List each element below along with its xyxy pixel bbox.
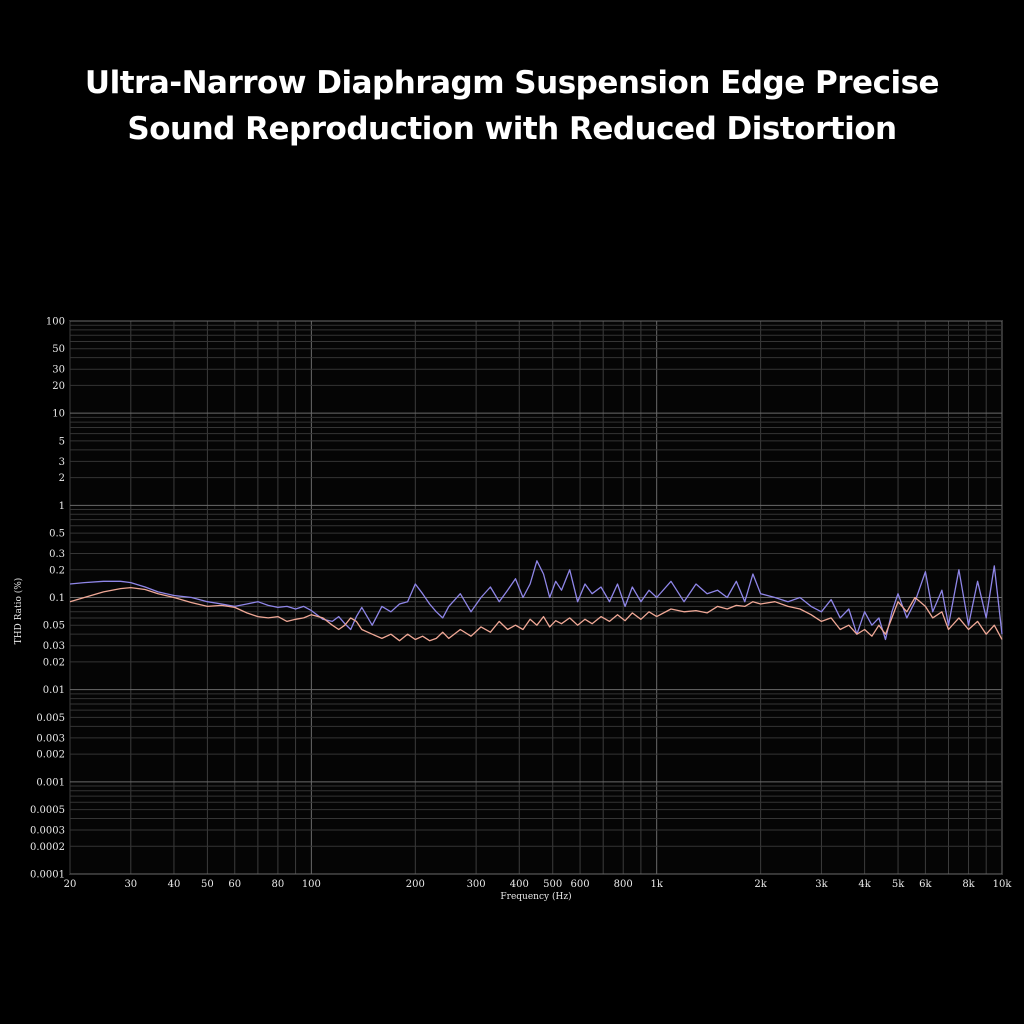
x-tick-label: 40 — [168, 879, 181, 890]
x-tick-label: 50 — [201, 879, 214, 890]
x-tick-label: 8k — [962, 879, 975, 890]
y-tick-label: 0.2 — [49, 565, 65, 576]
y-tick-labels: 100 50 30 20 10 5 3 2 1 0.5 0.3 0.2 0.1 0.05 0.03 0.02 0… — [30, 317, 65, 881]
x-axis-label: Frequency (Hz) — [500, 891, 571, 902]
headline-line-1: Ultra-Narrow Diaphragm Suspension Edge P… — [84, 65, 940, 101]
x-tick-label: 5k — [892, 879, 905, 890]
y-tick-label: 0.01 — [43, 685, 65, 696]
y-tick-label: 0.003 — [36, 733, 65, 744]
x-tick-label: 30 — [124, 879, 137, 890]
x-tick-label: 2k — [754, 879, 767, 890]
y-tick-label: 100 — [46, 317, 65, 328]
headline: Ultra-Narrow Diaphragm Suspension Edge P… — [0, 60, 1024, 152]
headline-line-2: Sound Reproduction with Reduced Distorti… — [127, 111, 897, 147]
y-tick-label: 20 — [52, 381, 65, 392]
y-tick-label: 0.0001 — [30, 870, 65, 881]
y-tick-label: 0.0002 — [30, 842, 65, 853]
y-tick-label: 0.05 — [43, 621, 65, 632]
y-tick-label: 0.02 — [43, 657, 65, 668]
y-tick-label: 0.0005 — [30, 805, 65, 816]
x-tick-label: 100 — [302, 879, 321, 890]
x-tick-label: 3k — [815, 879, 828, 890]
x-tick-labels: 20 30 40 50 60 80 100 200 300 400 500 600 800 1k 2k 3k 4… — [64, 879, 1013, 890]
x-tick-label: 800 — [614, 879, 633, 890]
y-tick-label: 0.5 — [49, 529, 65, 540]
x-tick-label: 10k — [993, 879, 1013, 890]
x-tick-label: 600 — [571, 879, 590, 890]
x-tick-label: 400 — [510, 879, 529, 890]
x-tick-label: 20 — [64, 879, 77, 890]
y-tick-label: 0.0003 — [30, 826, 65, 837]
x-tick-label: 200 — [406, 879, 425, 890]
y-tick-label: 1 — [59, 501, 65, 512]
thd-chart: 20 30 40 50 60 80 100 200 300 400 500 600 800 1k 2k 3k 4… — [13, 317, 1013, 903]
y-axis-label: THD Ratio (%) — [13, 578, 24, 645]
x-tick-label: 500 — [543, 879, 562, 890]
y-tick-label: 0.3 — [49, 549, 65, 560]
x-tick-label: 1k — [650, 879, 663, 890]
y-tick-label: 0.005 — [36, 713, 65, 724]
y-tick-label: 2 — [59, 473, 65, 484]
series-lines — [69, 560, 1003, 642]
y-tick-label: 0.03 — [43, 641, 65, 652]
y-tick-label: 5 — [59, 436, 65, 447]
grid-lines — [69, 320, 1003, 875]
y-tick-label: 30 — [52, 365, 65, 376]
x-tick-label: 6k — [919, 879, 932, 890]
x-tick-label: 80 — [272, 879, 285, 890]
y-tick-label: 0.002 — [36, 750, 65, 761]
y-tick-label: 3 — [59, 457, 65, 468]
series-line-1 — [69, 560, 1003, 641]
x-tick-label: 60 — [228, 879, 241, 890]
y-tick-label: 0.1 — [49, 593, 65, 604]
x-tick-label: 4k — [858, 879, 871, 890]
y-tick-label: 50 — [52, 344, 65, 355]
series-line-2 — [69, 586, 1003, 642]
x-tick-label: 300 — [467, 879, 486, 890]
y-tick-label: 10 — [52, 409, 65, 420]
y-tick-label: 0.001 — [36, 777, 65, 788]
